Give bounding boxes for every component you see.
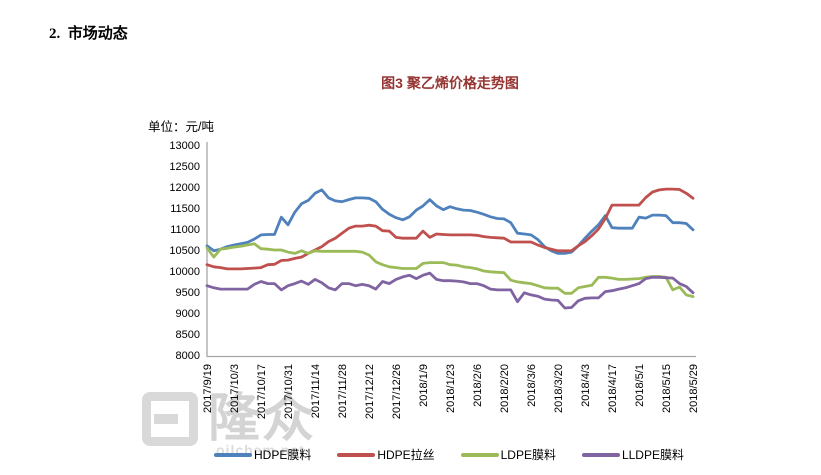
section-heading: 2. 市场动态	[49, 26, 128, 42]
x-tick-label: 2018/4/3	[580, 364, 592, 407]
legend-swatch-ldpe-film	[460, 452, 499, 457]
x-tick-label: 2018/3/20	[553, 364, 565, 413]
x-tick-label: 2017/11/14	[310, 364, 322, 418]
x-tick-label: 2017/11/28	[337, 364, 349, 418]
legend-swatch-hdpe-film	[214, 452, 252, 457]
x-tick-label: 2018/2/20	[499, 364, 511, 413]
y-tick-label: 11500	[170, 203, 200, 215]
chart-legend: HDPE膜料 HDPE拉丝 LDPE膜料 LLDPE膜料	[214, 446, 684, 463]
x-tick-label: 2017/12/26	[391, 364, 403, 419]
series-line-ldpe-film	[205, 242, 695, 299]
legend-item-lldpe-film: LLDPE膜料	[581, 446, 684, 463]
watermark: 隆众 oilchem.net	[142, 392, 316, 458]
y-tick-label: 10500	[169, 245, 200, 257]
legend-swatch-hdpe-wiredrawing	[337, 452, 376, 457]
watermark-logo-text: 隆众	[208, 390, 317, 448]
x-tick-label: 2017/10/3	[229, 364, 241, 413]
x-tick-label: 2017/12/12	[364, 364, 376, 419]
x-tick-label: 2017/10/31	[283, 364, 295, 419]
legend-item-hdpe-wiredrawing: HDPE拉丝	[337, 446, 435, 463]
x-tick-label: 2018/2/6	[472, 364, 484, 407]
y-tick-label: 12000	[169, 182, 200, 194]
x-tick-label: 2018/1/9	[418, 364, 430, 407]
series-line-hdpe-wiredrawing	[205, 187, 695, 271]
y-tick-label: 9500	[176, 287, 200, 299]
y-tick-label: 8500	[176, 329, 200, 341]
y-tick-label: 10000	[169, 266, 200, 278]
x-tick-label: 2017/9/19	[202, 364, 214, 413]
y-tick-label: 11000	[170, 224, 200, 236]
legend-item-ldpe-film: LDPE膜料	[460, 446, 556, 463]
series-line-lldpe-film	[205, 271, 695, 310]
x-tick-label: 2017/10/17	[256, 364, 268, 419]
x-tick-label: 2018/3/6	[526, 364, 538, 407]
x-tick-label: 2018/5/1	[634, 364, 646, 407]
y-tick-label: 9000	[176, 308, 200, 320]
legend-swatch-lldpe-film	[581, 452, 620, 457]
y-tick-label: 8000	[176, 350, 200, 362]
legend-item-hdpe-film: HDPE膜料	[214, 446, 311, 463]
y-axis-unit-label: 单位：元/吨	[148, 120, 214, 134]
x-tick-label: 2018/1/23	[445, 364, 457, 413]
y-tick-label: 12500	[169, 161, 200, 173]
legend-label-hdpe-film: HDPE膜料	[254, 448, 312, 462]
oilchem-logo-icon	[142, 392, 198, 446]
chart-title: 图3 聚乙烯价格走势图	[381, 75, 519, 91]
x-tick-label: 2018/5/29	[688, 364, 700, 413]
legend-label-hdpe-wiredrawing: HDPE拉丝	[377, 448, 435, 462]
legend-label-lldpe-film: LLDPE膜料	[621, 448, 684, 462]
legend-label-ldpe-film: LDPE膜料	[500, 448, 556, 462]
x-tick-label: 2018/4/17	[607, 364, 619, 413]
oilchem-logo-bar	[154, 414, 178, 424]
x-tick-label: 2018/5/15	[661, 364, 673, 413]
series-line-hdpe-film	[205, 188, 695, 255]
y-tick-label: 13000	[169, 140, 200, 152]
